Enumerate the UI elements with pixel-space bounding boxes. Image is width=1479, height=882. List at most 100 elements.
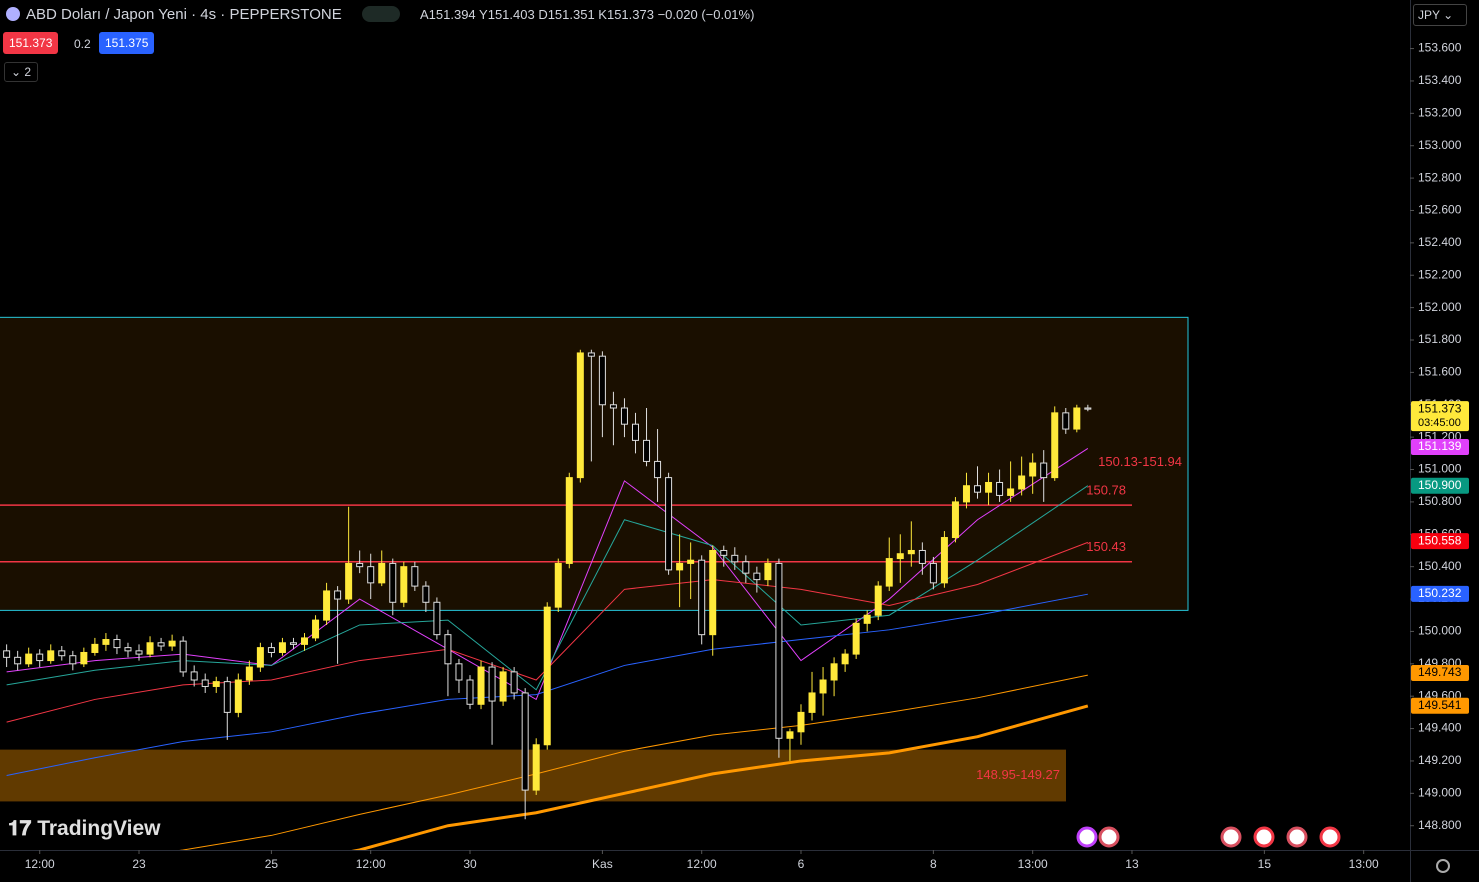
event-icon bbox=[1319, 826, 1341, 848]
candle-body bbox=[146, 642, 154, 655]
candle-body bbox=[444, 634, 452, 665]
candle-body bbox=[499, 671, 507, 702]
candle-body bbox=[687, 559, 695, 564]
candle-body bbox=[974, 485, 982, 493]
candle-body bbox=[709, 549, 717, 636]
price-tag bbox=[1411, 697, 1469, 714]
candle-body bbox=[830, 663, 838, 681]
price-tag-label: 151.373 bbox=[1418, 401, 1462, 415]
candle-body bbox=[565, 477, 573, 564]
zone-label: 150.13-151.94 bbox=[1098, 454, 1182, 469]
candle-body bbox=[753, 572, 761, 581]
candle-body bbox=[1007, 488, 1015, 496]
x-tick-label: 6 bbox=[798, 857, 805, 871]
x-tick-label: 23 bbox=[132, 857, 146, 871]
candle-body bbox=[256, 647, 264, 668]
candle-body bbox=[521, 692, 529, 791]
candle-body bbox=[80, 651, 88, 665]
candle-body bbox=[510, 671, 518, 694]
candle-body bbox=[951, 501, 959, 539]
candle-body bbox=[543, 606, 551, 746]
candle-body bbox=[124, 647, 132, 652]
candle-body bbox=[334, 590, 342, 600]
level-label: 150.78 bbox=[1086, 483, 1126, 498]
moving-average bbox=[6, 593, 1088, 777]
candle-body bbox=[841, 653, 849, 665]
symbol-icon[interactable] bbox=[6, 6, 20, 22]
candle-body bbox=[433, 601, 441, 636]
price-tag bbox=[1411, 439, 1469, 456]
candle-body bbox=[576, 352, 584, 479]
candle-body bbox=[609, 404, 617, 409]
candle-body bbox=[731, 554, 739, 563]
price-tag-label: 150.558 bbox=[1418, 533, 1462, 547]
plot-area: 150.13-151.94 148.95-149.27 150.78 150.43 bbox=[0, 316, 1189, 850]
price-tag-label: 150.900 bbox=[1418, 478, 1462, 492]
buy-button[interactable]: 151.375 bbox=[99, 32, 155, 54]
candle-body bbox=[301, 637, 309, 645]
candle-body bbox=[312, 619, 320, 639]
level-label: 150.43 bbox=[1086, 539, 1126, 554]
y-tick-label: 153.600 bbox=[1418, 41, 1462, 55]
candle-body bbox=[91, 643, 99, 653]
x-tick-label: 15 bbox=[1258, 857, 1272, 871]
candle-body bbox=[775, 562, 783, 739]
price-tag bbox=[1411, 477, 1469, 494]
y-tick-label: 151.600 bbox=[1418, 365, 1462, 379]
sell-button[interactable]: 151.373 bbox=[3, 32, 59, 54]
candle-body bbox=[36, 653, 44, 662]
y-tick-label: 150.800 bbox=[1418, 494, 1462, 508]
symbol-title[interactable]: ABD Doları / Japon Yeni · 4s · PEPPERSTO… bbox=[26, 6, 342, 23]
candle-body bbox=[1073, 407, 1081, 430]
candle-body bbox=[720, 549, 728, 556]
candle-body bbox=[234, 679, 242, 713]
indicators-toggle[interactable]: ⌄ 2 bbox=[4, 62, 39, 82]
candle-body bbox=[1040, 462, 1048, 479]
candle-body bbox=[289, 642, 297, 645]
price-tag-countdown: 03:45:00 bbox=[1418, 417, 1461, 429]
candle-body bbox=[874, 585, 882, 616]
x-tick-label: 8 bbox=[930, 857, 937, 871]
candle-body bbox=[808, 692, 816, 713]
candle-body bbox=[378, 562, 386, 584]
candle-body bbox=[201, 679, 209, 687]
candle-body bbox=[786, 731, 794, 739]
candle-body bbox=[620, 407, 628, 425]
y-tick-label: 150.000 bbox=[1418, 624, 1462, 638]
candle-body bbox=[212, 681, 220, 687]
candle-body bbox=[1084, 407, 1092, 410]
candle-body bbox=[278, 642, 286, 653]
price-tag bbox=[1411, 401, 1469, 432]
y-tick-label: 152.200 bbox=[1418, 267, 1462, 281]
y-tick-label: 149.000 bbox=[1418, 786, 1462, 800]
y-tick-label: 151.000 bbox=[1418, 462, 1462, 476]
candle-body bbox=[411, 566, 419, 587]
candle-body bbox=[654, 460, 662, 479]
event-icon bbox=[1286, 826, 1308, 848]
candle-body bbox=[852, 622, 860, 655]
candle-body bbox=[940, 537, 948, 584]
candle-body bbox=[598, 355, 606, 406]
y-tick-label: 148.800 bbox=[1418, 818, 1462, 832]
candle-body bbox=[742, 561, 750, 574]
settings-icon[interactable] bbox=[1436, 859, 1450, 873]
status-badge bbox=[362, 6, 400, 25]
candle-body bbox=[3, 650, 11, 658]
candle-body bbox=[47, 650, 55, 662]
price-tag bbox=[1411, 665, 1469, 682]
candle-body bbox=[1051, 412, 1059, 479]
y-tick-label: 152.600 bbox=[1418, 203, 1462, 217]
price-tag-label: 151.139 bbox=[1418, 439, 1462, 453]
candle-body bbox=[1029, 462, 1037, 477]
candle-body bbox=[267, 647, 275, 653]
ohlc-values: A151.394 Y151.403 D151.351 K151.373 −0.0… bbox=[420, 7, 755, 22]
y-tick-label: 150.400 bbox=[1418, 559, 1462, 573]
x-tick-label: 13:00 bbox=[1018, 857, 1048, 871]
spread: 0.2 bbox=[74, 37, 91, 51]
x-tick-label: 12:00 bbox=[356, 857, 386, 871]
currency-select[interactable]: JPY ⌄ bbox=[1413, 4, 1467, 26]
candle-body bbox=[631, 423, 639, 441]
candle-body bbox=[69, 655, 77, 665]
candle-body bbox=[962, 485, 970, 503]
